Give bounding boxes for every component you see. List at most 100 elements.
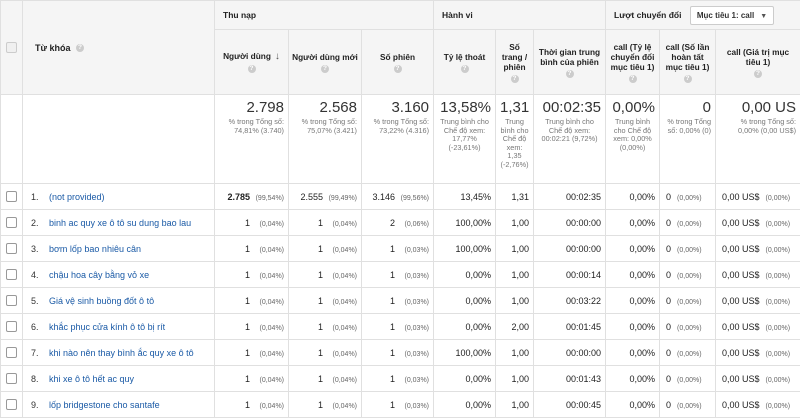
keyword-cell: 5.Giá vệ sinh buồng đốt ô tô: [23, 288, 215, 314]
total-new-users-value: 2.568: [293, 99, 357, 116]
sort-down-icon[interactable]: ↓: [275, 51, 280, 62]
row-number: 6.: [31, 322, 49, 332]
row-checkbox-cell: [1, 314, 23, 340]
help-icon[interactable]: ?: [684, 75, 692, 83]
new-users-pct: (0,04%): [327, 247, 357, 254]
new-users-column-label: Người dùng mới: [292, 52, 358, 62]
goal-select[interactable]: Mục tiêu 1: call▼: [690, 6, 774, 25]
keyword-link[interactable]: lốp bridgestone cho santafe: [49, 400, 160, 410]
help-icon[interactable]: ?: [461, 65, 469, 73]
users-cell: 1 (0,04%): [215, 340, 289, 366]
row-checkbox[interactable]: [6, 321, 17, 332]
duration-column-label: Thời gian trung bình của phiên: [539, 47, 600, 67]
keyword-link[interactable]: (not provided): [49, 192, 105, 202]
row-checkbox[interactable]: [6, 191, 17, 202]
table-row: 6.khắc phục cửa kính ô tô bị rít 1(0,04%…: [1, 314, 800, 340]
row-checkbox[interactable]: [6, 347, 17, 358]
keyword-header[interactable]: Từ khóa ?: [23, 1, 215, 95]
sessions-value: 3.146: [372, 192, 395, 202]
duration-column-header[interactable]: Thời gian trung bình của phiên?: [534, 30, 606, 95]
total-conv-rate-sub: Trung bình cho Chế độ xem: 0,00% (0,00%): [610, 118, 655, 152]
users-value: 1: [245, 348, 250, 358]
table-row: 7.khi nào nên thay bình ắc quy xe ô tô 1…: [1, 340, 800, 366]
users-pct: (0,04%): [254, 299, 284, 306]
help-icon[interactable]: ?: [321, 65, 329, 73]
sessions-column-header[interactable]: Số phiên?: [362, 30, 434, 95]
conv-rate-cell: 0,00%: [606, 288, 660, 314]
keyword-link[interactable]: Giá vệ sinh buồng đốt ô tô: [49, 296, 154, 306]
completions-column-header[interactable]: call (Số lần hoàn tất mục tiêu 1)?: [660, 30, 716, 95]
total-sessions: 3.160% trong Tổng số: 73,22% (4.316): [362, 95, 434, 184]
new-users-value: 1: [318, 348, 323, 358]
keyword-cell: 8.khi xe ô tô hết ac quy: [23, 366, 215, 392]
value-cell: 0,00 US$(0,00%): [716, 340, 800, 366]
keyword-cell: 3.bơm lốp bao nhiêu cân: [23, 236, 215, 262]
pages-column-label: Số trang / phiên: [502, 42, 527, 72]
row-checkbox[interactable]: [6, 243, 17, 254]
new-users-value: 2.555: [300, 192, 323, 202]
keyword-header-label: Từ khóa: [35, 43, 71, 53]
total-pages-sub: Trung bình cho Chế độ xem: 1,35 (-2,76%): [500, 118, 529, 169]
keyword-cell: 1.(not provided): [23, 184, 215, 210]
completions-cell: 0 (0,00%): [660, 340, 716, 366]
help-icon[interactable]: ?: [511, 75, 519, 83]
row-number: 8.: [31, 374, 49, 384]
new-users-pct: (0,04%): [327, 403, 357, 410]
completions-value: 0: [666, 374, 671, 384]
users-value: 1: [245, 322, 250, 332]
row-checkbox[interactable]: [6, 269, 17, 280]
value-column-header[interactable]: call (Giá trị mục tiêu 1)?: [716, 30, 800, 95]
total-pages-value: 1,31: [500, 99, 529, 116]
value-value: 0,00 US$: [722, 348, 760, 358]
users-pct: (0,04%): [254, 351, 284, 358]
bounce-column-header[interactable]: Tỷ lệ thoát?: [434, 30, 496, 95]
keyword-link[interactable]: binh ac quy xe ô tô su dung bao lau: [49, 218, 191, 228]
completions-cell: 0(0,00%): [660, 236, 716, 262]
row-checkbox[interactable]: [6, 217, 17, 228]
value-cell: 0,00 US$(0,00%): [716, 366, 800, 392]
help-icon[interactable]: ?: [248, 65, 256, 73]
value-value: 0,00 US$: [722, 296, 760, 306]
conversions-group-label: Lượt chuyển đổi: [614, 9, 681, 19]
help-icon[interactable]: ?: [629, 75, 637, 83]
help-icon[interactable]: ?: [394, 65, 402, 73]
sessions-pct: (0,03%): [399, 273, 429, 280]
completions-pct: (0,00%): [677, 351, 707, 358]
completions-value: 0: [666, 348, 671, 358]
help-icon[interactable]: ?: [566, 70, 574, 78]
new-users-value: 1: [318, 374, 323, 384]
keyword-link[interactable]: chậu hoa cây bằng vỏ xe: [49, 270, 149, 280]
keyword-link[interactable]: bơm lốp bao nhiêu cân: [49, 244, 141, 254]
total-completions: 0% trong Tổng số: 0,00% (0): [660, 95, 716, 184]
conv-rate-column-header[interactable]: call (Tỷ lệ chuyển đổi mục tiêu 1)?: [606, 30, 660, 95]
row-number: 1.: [31, 192, 49, 202]
total-value-sub: % trong Tổng số: 0,00% (0,00 US$): [720, 118, 796, 135]
pages-column-header[interactable]: Số trang / phiên?: [496, 30, 534, 95]
pages-cell: 2,00: [496, 314, 534, 340]
users-pct: (0,04%): [254, 247, 284, 254]
help-icon[interactable]: ?: [76, 44, 84, 52]
pages-cell: 1,00: [496, 340, 534, 366]
pages-cell: 1,00: [496, 288, 534, 314]
value-pct: (0,00%): [766, 247, 796, 254]
users-cell: 1(0,04%): [215, 262, 289, 288]
keyword-link[interactable]: khi xe ô tô hết ac quy: [49, 374, 134, 384]
completions-pct: (0,00%): [677, 273, 707, 280]
duration-cell: 00:03:22: [534, 288, 606, 314]
select-all-checkbox[interactable]: [6, 42, 17, 53]
keyword-cell: 7.khi nào nên thay bình ắc quy xe ô tô: [23, 340, 215, 366]
completions-value: 0: [666, 244, 671, 254]
users-column-header[interactable]: Người dùng↓?: [215, 30, 289, 95]
row-checkbox[interactable]: [6, 399, 17, 410]
row-checkbox[interactable]: [6, 295, 17, 306]
value-value: 0,00 US$: [722, 374, 760, 384]
completions-pct: (0,00%): [677, 403, 707, 410]
help-icon[interactable]: ?: [754, 70, 762, 78]
keyword-link[interactable]: khi nào nên thay bình ắc quy xe ô tô: [49, 348, 194, 358]
row-checkbox-cell: [1, 210, 23, 236]
acquisition-group-header: Thu nạp: [215, 1, 434, 30]
keyword-link[interactable]: khắc phục cửa kính ô tô bị rít: [49, 322, 165, 332]
new-users-column-header[interactable]: Người dùng mới?: [289, 30, 362, 95]
row-checkbox[interactable]: [6, 373, 17, 384]
row-checkbox-cell: [1, 184, 23, 210]
